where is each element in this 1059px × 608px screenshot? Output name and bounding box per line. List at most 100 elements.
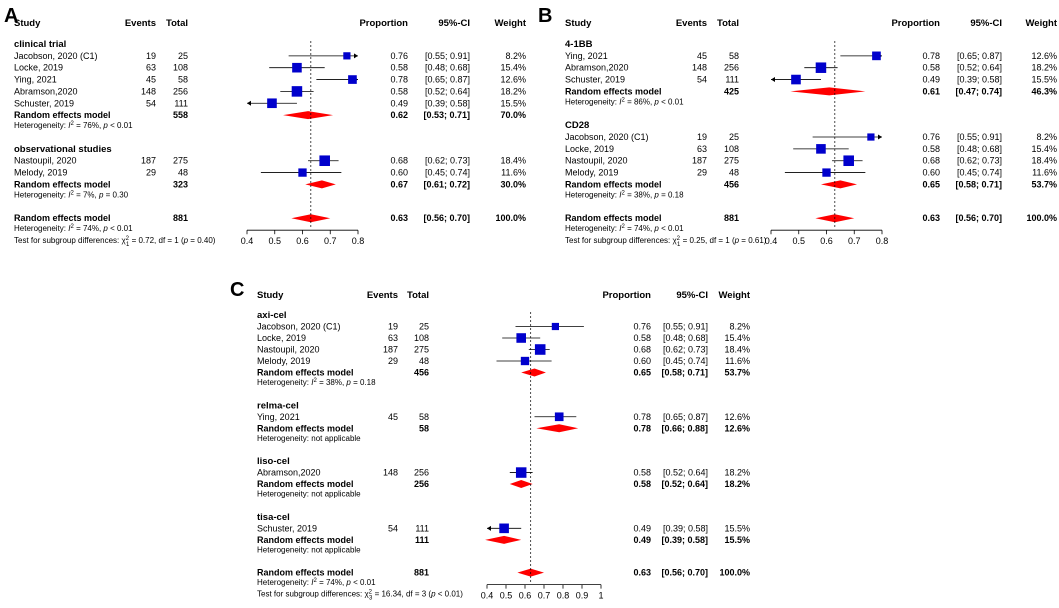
study-weight: 11.6% (1032, 168, 1057, 178)
summary-diamond (283, 111, 334, 120)
summary-weight: 46.3% (1031, 86, 1057, 96)
summary-label: Random effects model (14, 179, 111, 189)
subgroup-heterogeneity: Heterogeneity: I2 = 86%, p < 0.01 (565, 97, 684, 106)
summary-ci: [0.52; 0.64] (661, 479, 708, 489)
summary-ci: [0.56; 0.70] (955, 213, 1002, 223)
summary-label: Random effects model (565, 179, 662, 189)
summary-label: Random effects model (257, 423, 354, 433)
study-name: Abramson,2020 (565, 63, 629, 73)
study-ci: [0.62; 0.73] (957, 156, 1002, 166)
subgroup-heterogeneity: Heterogeneity: I2 = 7%, p = 0.30 (14, 190, 129, 199)
study-events: 19 (146, 51, 156, 61)
study-ci: [0.39; 0.58] (425, 98, 470, 108)
study-weight: 18.4% (724, 345, 750, 355)
header-study: Study (565, 18, 592, 29)
ci-arrow-right (354, 53, 358, 59)
x-tick-label: 0.5 (500, 591, 513, 601)
subgroup-heterogeneity: Heterogeneity: I2 = 38%, p = 0.18 (257, 378, 376, 387)
summary-label: Random effects model (257, 568, 354, 578)
subgroup-title: 4-1BB (565, 39, 593, 50)
summary-total: 456 (724, 179, 739, 189)
study-ci: [0.62; 0.73] (663, 345, 708, 355)
subgroup-title: clinical trial (14, 39, 66, 50)
study-proportion: 0.58 (633, 333, 651, 343)
summary-total: 58 (419, 423, 429, 433)
x-tick-label: 0.8 (352, 236, 365, 246)
study-proportion: 0.60 (390, 168, 408, 178)
study-events: 63 (146, 63, 156, 73)
subgroup-title: liso-cel (257, 456, 290, 467)
overall-heterogeneity: Heterogeneity: I2 = 74%, p < 0.01 (14, 224, 133, 233)
x-tick-label: 0.5 (792, 236, 805, 246)
study-weight: 15.5% (724, 523, 750, 533)
study-proportion: 0.68 (390, 156, 408, 166)
subgroup-test: Test for subgroup differences: χ2 3 = 16.… (257, 590, 463, 602)
study-square (867, 133, 875, 141)
study-name: Locke, 2019 (565, 144, 614, 154)
study-total: 111 (415, 523, 429, 533)
panel-label: A (4, 5, 18, 27)
x-tick-label: 0.7 (324, 236, 337, 246)
summary-diamond (485, 535, 522, 544)
study-square (816, 144, 826, 154)
study-total: 256 (414, 468, 429, 478)
study-square (292, 62, 302, 73)
header-proportion: Proportion (891, 18, 940, 29)
summary-proportion: 0.58 (633, 479, 651, 489)
study-square (872, 51, 881, 61)
study-events: 148 (383, 468, 398, 478)
summary-label: Random effects model (14, 110, 111, 120)
forest-panel-B: B Study Events Total Proportion 95%-CI Weight 4… (538, 5, 1058, 248)
summary-ci: [0.53; 0.71] (423, 110, 470, 120)
study-weight: 12.6% (724, 412, 750, 422)
subgroup-title: CD28 (565, 120, 589, 131)
summary-weight: 30.0% (500, 179, 526, 189)
header-weight: Weight (495, 18, 527, 29)
study-name: Schuster, 2019 (565, 75, 625, 85)
study-events: 54 (388, 523, 398, 533)
study-ci: [0.55; 0.91] (663, 322, 708, 332)
study-ci: [0.52; 0.64] (663, 468, 708, 478)
study-total: 58 (729, 51, 739, 61)
summary-total: 558 (173, 110, 188, 120)
summary-total: 425 (724, 86, 739, 96)
summary-weight: 15.5% (724, 535, 750, 545)
study-ci: [0.48; 0.68] (663, 333, 708, 343)
summary-label: Random effects model (565, 86, 662, 96)
study-weight: 15.5% (1031, 75, 1057, 85)
study-proportion: 0.49 (633, 523, 651, 533)
study-square (554, 412, 564, 422)
subgroup-heterogeneity: Heterogeneity: I2 = 76%, p < 0.01 (14, 121, 133, 130)
study-ci: [0.45; 0.74] (663, 356, 708, 366)
study-weight: 18.2% (724, 468, 750, 478)
study-ci: [0.55; 0.91] (425, 51, 470, 61)
study-ci: [0.45; 0.74] (425, 168, 470, 178)
summary-diamond (305, 180, 336, 189)
study-proportion: 0.78 (633, 412, 651, 422)
study-ci: [0.55; 0.91] (957, 132, 1002, 142)
study-square (516, 333, 526, 343)
x-tick-label: 0.7 (848, 236, 861, 246)
study-events: 63 (697, 144, 707, 154)
study-name: Nastoupil, 2020 (14, 156, 77, 166)
study-name: Jacobson, 2020 (C1) (565, 132, 649, 142)
study-name: Ying, 2021 (257, 412, 300, 422)
summary-proportion: 0.78 (633, 423, 651, 433)
study-proportion: 0.76 (922, 132, 940, 142)
study-total: 58 (419, 412, 429, 422)
summary-ci: [0.56; 0.70] (661, 568, 708, 578)
ci-arrow-left (487, 525, 491, 531)
study-square (791, 74, 801, 85)
x-tick-label: 0.9 (576, 591, 589, 601)
study-square (534, 344, 546, 355)
study-weight: 11.6% (725, 356, 750, 366)
subgroup-title: tisa-cel (257, 512, 290, 523)
study-weight: 8.2% (505, 51, 526, 61)
study-square (551, 322, 560, 331)
header-weight: Weight (719, 290, 751, 301)
study-events: 63 (388, 333, 398, 343)
summary-proportion: 0.63 (922, 213, 940, 223)
header-study: Study (14, 18, 41, 29)
study-total: 111 (725, 75, 739, 85)
summary-proportion: 0.63 (390, 213, 408, 223)
